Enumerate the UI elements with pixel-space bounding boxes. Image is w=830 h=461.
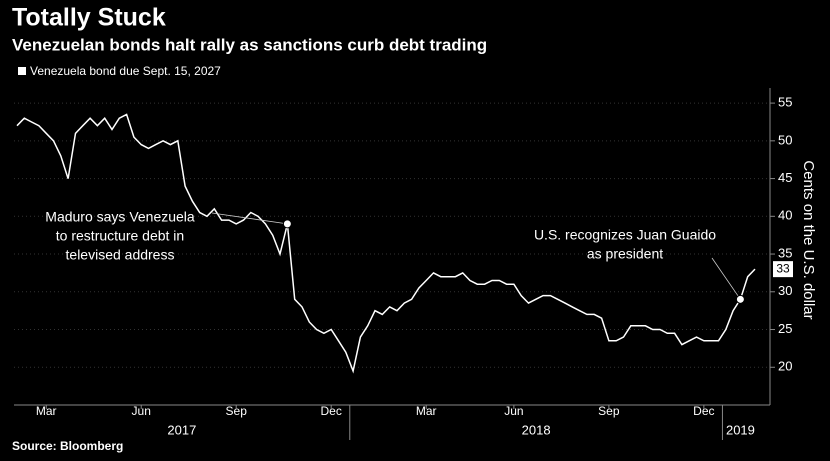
legend-label: Venezuela bond due Sept. 15, 2027: [30, 64, 221, 78]
y-tick-label: 50: [778, 132, 792, 147]
annotation-text: to restructure debt in: [56, 228, 184, 244]
y-axis-label: Cents on the U.S. dollar: [800, 160, 817, 319]
last-value-box: [773, 261, 793, 278]
x-tick-label: Jun: [132, 404, 151, 418]
legend-swatch: [18, 67, 26, 75]
y-tick-label: 35: [778, 245, 792, 260]
annotation-text: Maduro says Venezuela: [45, 209, 195, 225]
x-tick-label: Jun: [504, 404, 523, 418]
x-tick-label: Mar: [416, 404, 437, 418]
y-tick-label: 20: [778, 359, 792, 374]
x-tick-label: Dec: [321, 404, 342, 418]
year-label: 2017: [167, 422, 196, 437]
source: Source: Bloomberg: [12, 439, 123, 453]
y-tick-label: 55: [778, 95, 792, 110]
x-tick-label: Dec: [693, 404, 714, 418]
x-tick-label: Mar: [36, 404, 57, 418]
y-tick-label: 45: [778, 170, 792, 185]
chart-title: Totally Stuck: [12, 4, 166, 32]
annotation-text: televised address: [66, 247, 175, 263]
x-tick-label: Sep: [598, 404, 620, 418]
chart-subtitle: Venezuelan bonds halt rally as sanctions…: [12, 35, 487, 54]
annotation-leader: [211, 212, 288, 225]
line-series: [16, 113, 756, 374]
annotation-text: as president: [587, 246, 663, 262]
y-tick-label: 40: [778, 208, 792, 223]
y-tick-label: 25: [778, 321, 792, 336]
annotation-marker: [735, 294, 745, 304]
year-label: 2018: [522, 422, 551, 437]
annotation-marker: [282, 219, 292, 229]
annotation-leader: [711, 257, 741, 300]
x-tick-label: Sep: [226, 404, 248, 418]
year-label: 2019: [726, 422, 755, 437]
annotation-text: U.S. recognizes Juan Guaido: [534, 227, 716, 243]
last-value-label: 33: [776, 261, 790, 275]
y-tick-label: 30: [778, 283, 792, 298]
